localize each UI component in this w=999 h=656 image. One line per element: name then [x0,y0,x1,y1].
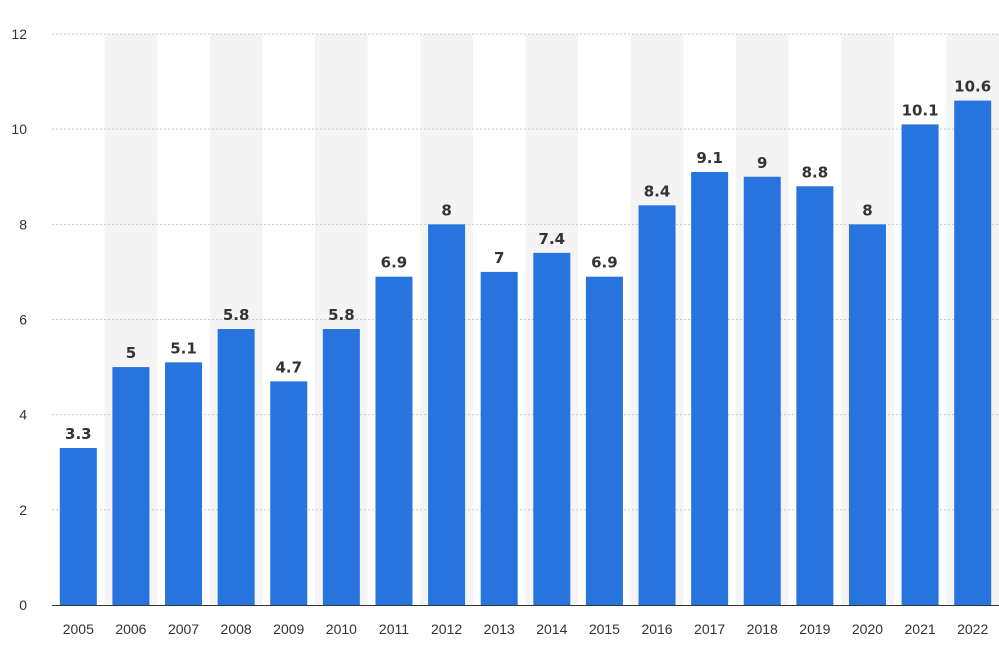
x-tick-label-2014: 2014 [536,621,567,637]
y-tick-label: 8 [19,216,27,232]
x-tick-label-2010: 2010 [326,621,357,637]
data-label-2007: 5.1 [170,339,197,357]
bar-2005[interactable] [59,447,97,605]
data-label-2021: 10.1 [902,101,939,119]
x-tick-label-2011: 2011 [379,621,409,637]
data-label-2009: 4.7 [275,358,302,376]
data-label-2012: 8 [441,201,451,219]
y-tick-label: 4 [19,407,27,423]
x-tick-label-2017: 2017 [694,621,725,637]
x-tick-label-2012: 2012 [431,621,462,637]
data-label-2016: 8.4 [644,182,671,200]
data-label-2017: 9.1 [696,149,723,167]
data-label-2005: 3.3 [65,425,92,443]
data-label-2013: 7 [494,249,504,267]
y-tick-label: 10 [11,121,27,137]
y-tick-label: 2 [19,502,27,518]
x-tick-label-2015: 2015 [589,621,620,637]
bar-2021[interactable] [901,124,939,606]
bar-2022[interactable] [954,100,992,605]
data-label-2022: 10.6 [954,78,991,96]
bar-2020[interactable] [848,224,886,606]
x-axis: 2005 2006 2007 2008 2009 2010 2011 2012 2013 2014… [63,621,989,637]
bar-2014[interactable] [533,252,571,605]
bar-2016[interactable] [638,205,676,606]
x-tick-label-2007: 2007 [168,621,199,637]
x-tick-label-2016: 2016 [641,621,672,637]
bar-2009[interactable] [270,381,308,605]
bar-2006[interactable] [112,367,150,605]
bar-2011[interactable] [375,276,413,605]
y-tick-label: 0 [19,597,27,613]
x-tick-label-2009: 2009 [273,621,304,637]
x-tick-label-2005: 2005 [63,621,94,637]
bar-2018[interactable] [743,176,781,605]
bar-2019[interactable] [796,186,834,605]
bar-2013[interactable] [480,271,518,605]
bar-2007[interactable] [165,362,203,605]
y-tick-label: 6 [19,312,27,328]
data-label-2011: 6.9 [381,254,408,272]
bars [59,100,992,606]
data-label-2020: 8 [862,201,872,219]
data-label-2010: 5.8 [328,306,355,324]
x-tick-label-2022: 2022 [957,621,988,637]
bar-2008[interactable] [217,329,255,605]
data-label-2015: 6.9 [591,254,618,272]
data-label-2014: 7.4 [539,230,566,248]
x-tick-label-2008: 2008 [221,621,252,637]
data-label-2008: 5.8 [223,306,250,324]
data-label-2019: 8.8 [802,163,829,181]
data-labels: 3.3 5 5.1 5.8 4.7 5.8 6.9 8 7 7.4 6.9 8.4 9.1 9 8.8 8 10… [65,78,991,443]
x-tick-label-2013: 2013 [484,621,515,637]
x-tick-label-2019: 2019 [799,621,830,637]
data-label-2018: 9 [757,154,767,172]
y-gridlines [52,33,999,606]
y-axis: 0 2 4 6 8 10 12 [11,26,27,613]
x-tick-label-2021: 2021 [905,621,936,637]
x-tick-label-2006: 2006 [115,621,146,637]
x-tick-label-2020: 2020 [852,621,883,637]
bar-2012[interactable] [428,224,466,606]
bar-2017[interactable] [691,171,729,605]
bar-2010[interactable] [322,329,360,605]
bar-2015[interactable] [585,276,623,605]
x-tick-label-2018: 2018 [747,621,778,637]
data-label-2006: 5 [126,344,136,362]
y-tick-label: 12 [11,26,27,42]
